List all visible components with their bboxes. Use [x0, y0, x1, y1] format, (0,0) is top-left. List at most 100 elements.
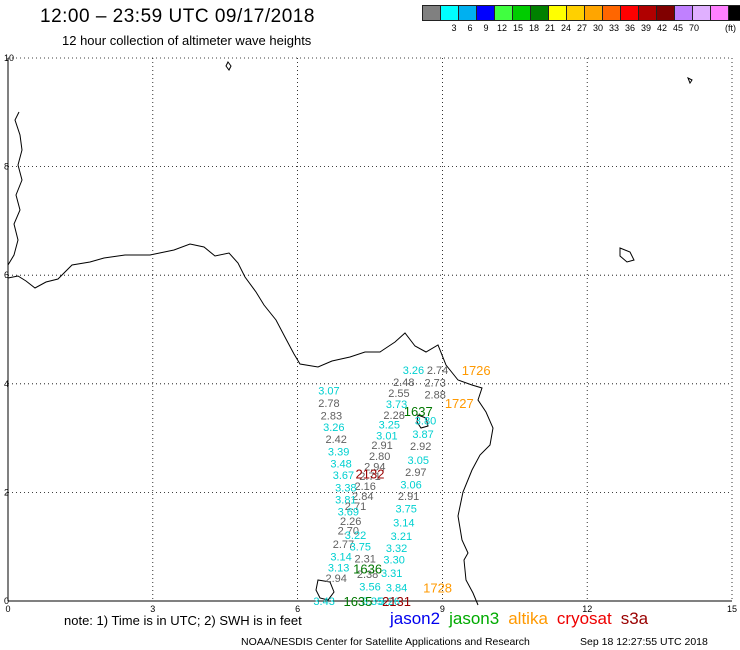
swh-value: 2.38: [357, 569, 378, 581]
satellite-name: jason3: [449, 609, 500, 628]
swh-value: 3.73: [386, 399, 407, 411]
swh-value: 2.71: [345, 501, 366, 513]
swh-value: 3.26: [323, 422, 344, 434]
swh-value: 2.74: [427, 365, 448, 377]
swh-value: 2.55: [388, 388, 409, 400]
swh-value: 2.97: [405, 467, 426, 479]
swh-value: 2.94: [364, 461, 385, 473]
legend-label: 30: [592, 23, 604, 33]
swh-values: 3.26 2.742.48 2.733.07 2.55 2.882.78 3.732.83…: [313, 365, 448, 608]
swh-value: 3.26: [379, 596, 400, 608]
legend-label: 9: [483, 23, 489, 33]
swh-value: 2.91: [371, 440, 392, 452]
swh-value: 2.84: [352, 491, 373, 503]
x-tick-label: 6: [295, 604, 300, 614]
swh-value: 2.71: [359, 471, 380, 483]
pass-time: 1726: [462, 363, 491, 378]
swh-value: 3.87: [412, 429, 433, 441]
pass-time: 2131: [382, 594, 411, 609]
legend-label: 70: [688, 23, 700, 33]
swh-value: 3.14: [330, 551, 351, 563]
legend-label: 15: [512, 23, 524, 33]
legend-label: 21: [544, 23, 556, 33]
swh-value: 3.13: [328, 562, 349, 574]
swh-value: 3.31: [381, 568, 402, 580]
legend-label: 33: [608, 23, 620, 33]
pass-time: 1728: [423, 580, 452, 595]
x-tick-label: 0: [5, 604, 10, 614]
satellite-legend: jason2 jason3 altika cryosat s3a: [390, 609, 657, 629]
swh-value: 2.42: [326, 434, 347, 446]
satellite-name: s3a: [620, 609, 649, 628]
island-ne: [687, 76, 693, 85]
legend-label: 6: [467, 23, 473, 33]
color-legend: 3 6 9 12 15 18 21 24 27 30 33 36 39 42 45 70 (ft): [422, 5, 740, 35]
swh-value: 2.92: [410, 441, 431, 453]
swh-value: 2.83: [321, 410, 342, 422]
x-tick-label: 12: [582, 604, 592, 614]
swh-value: 2.94: [326, 573, 347, 585]
satellite-name: cryosat: [556, 609, 612, 628]
coastline-main: [7, 243, 494, 606]
swh-value: 3.01: [376, 430, 397, 442]
swh-value: 2.78: [318, 398, 339, 410]
y-tick-label: 4: [4, 379, 9, 389]
swh-value: 2.91: [398, 491, 419, 503]
lake-shore: [416, 414, 429, 429]
x-tick-label: 9: [440, 604, 445, 614]
legend-label: 24: [560, 23, 572, 33]
swh-value: 3.38: [335, 483, 356, 495]
swh-value: 2.28: [383, 410, 404, 422]
swh-value: 2.80: [369, 451, 390, 463]
x-tick-label: 3: [150, 604, 155, 614]
swh-value: 3.75: [395, 504, 416, 516]
swh-value: 2.77: [333, 539, 354, 551]
swh-value: 3.26: [403, 365, 424, 377]
swh-value: 3.48: [330, 459, 351, 471]
legend-label: 3: [451, 23, 457, 33]
pass-time: 1635: [343, 594, 372, 609]
swh-value: 2.88: [424, 390, 445, 402]
axis-ticks: 0 3 6 9 12 15 0 2 4 6 8 10: [4, 53, 737, 614]
pass-time: 2132: [356, 466, 385, 481]
footnote: note: 1) Time is in UTC; 2) SWH is in fe…: [64, 613, 302, 628]
satellite-name: jason2: [390, 609, 441, 628]
swh-value: 3.69: [338, 506, 359, 518]
y-tick-label: 2: [4, 487, 9, 497]
swh-value: 3.81: [335, 494, 356, 506]
legend-label: 12: [496, 23, 508, 33]
coastline: [7, 61, 693, 606]
swh-value: 3.84: [386, 582, 407, 594]
swh-value: 3.25: [379, 420, 400, 432]
y-tick-label: 0: [4, 596, 9, 606]
map-subtitle: 12 hour collection of altimeter wave hei…: [62, 33, 312, 48]
swh-value: 2.26: [340, 516, 361, 528]
legend-label: 27: [576, 23, 588, 33]
legend-label: 18: [528, 23, 540, 33]
swh-value: 3.75: [350, 542, 371, 554]
swh-value: 3.06: [400, 479, 421, 491]
swh-value: 3.32: [386, 543, 407, 555]
satellite-name: altika: [508, 609, 548, 628]
swh-value: 2.48: [393, 377, 414, 389]
legend-label: 39: [640, 23, 652, 33]
y-tick-label: 10: [4, 53, 14, 63]
swh-value: 3.07: [318, 385, 339, 397]
legend-swatch: [728, 5, 740, 21]
swh-value: 3.43: [313, 596, 334, 608]
swh-value: 3.22: [345, 530, 366, 542]
swh-value: 2.70: [338, 525, 359, 537]
swh-value: 2.31: [354, 554, 375, 566]
legend-unit: (ft): [725, 23, 736, 33]
swh-value: 3.56: [359, 581, 380, 593]
swh-value: 3.35: [362, 596, 383, 608]
y-tick-label: 6: [4, 270, 9, 280]
legend-label: 45: [672, 23, 684, 33]
map-title: 12:00 – 23:59 UTC 09/17/2018: [40, 6, 315, 27]
map-grid: [7, 57, 733, 602]
island-east: [619, 247, 635, 263]
footer-credit: NOAA/NESDIS Center for Satellite Applica…: [241, 636, 530, 648]
y-tick-label: 8: [4, 162, 9, 172]
pass-time: 1637: [404, 404, 433, 419]
